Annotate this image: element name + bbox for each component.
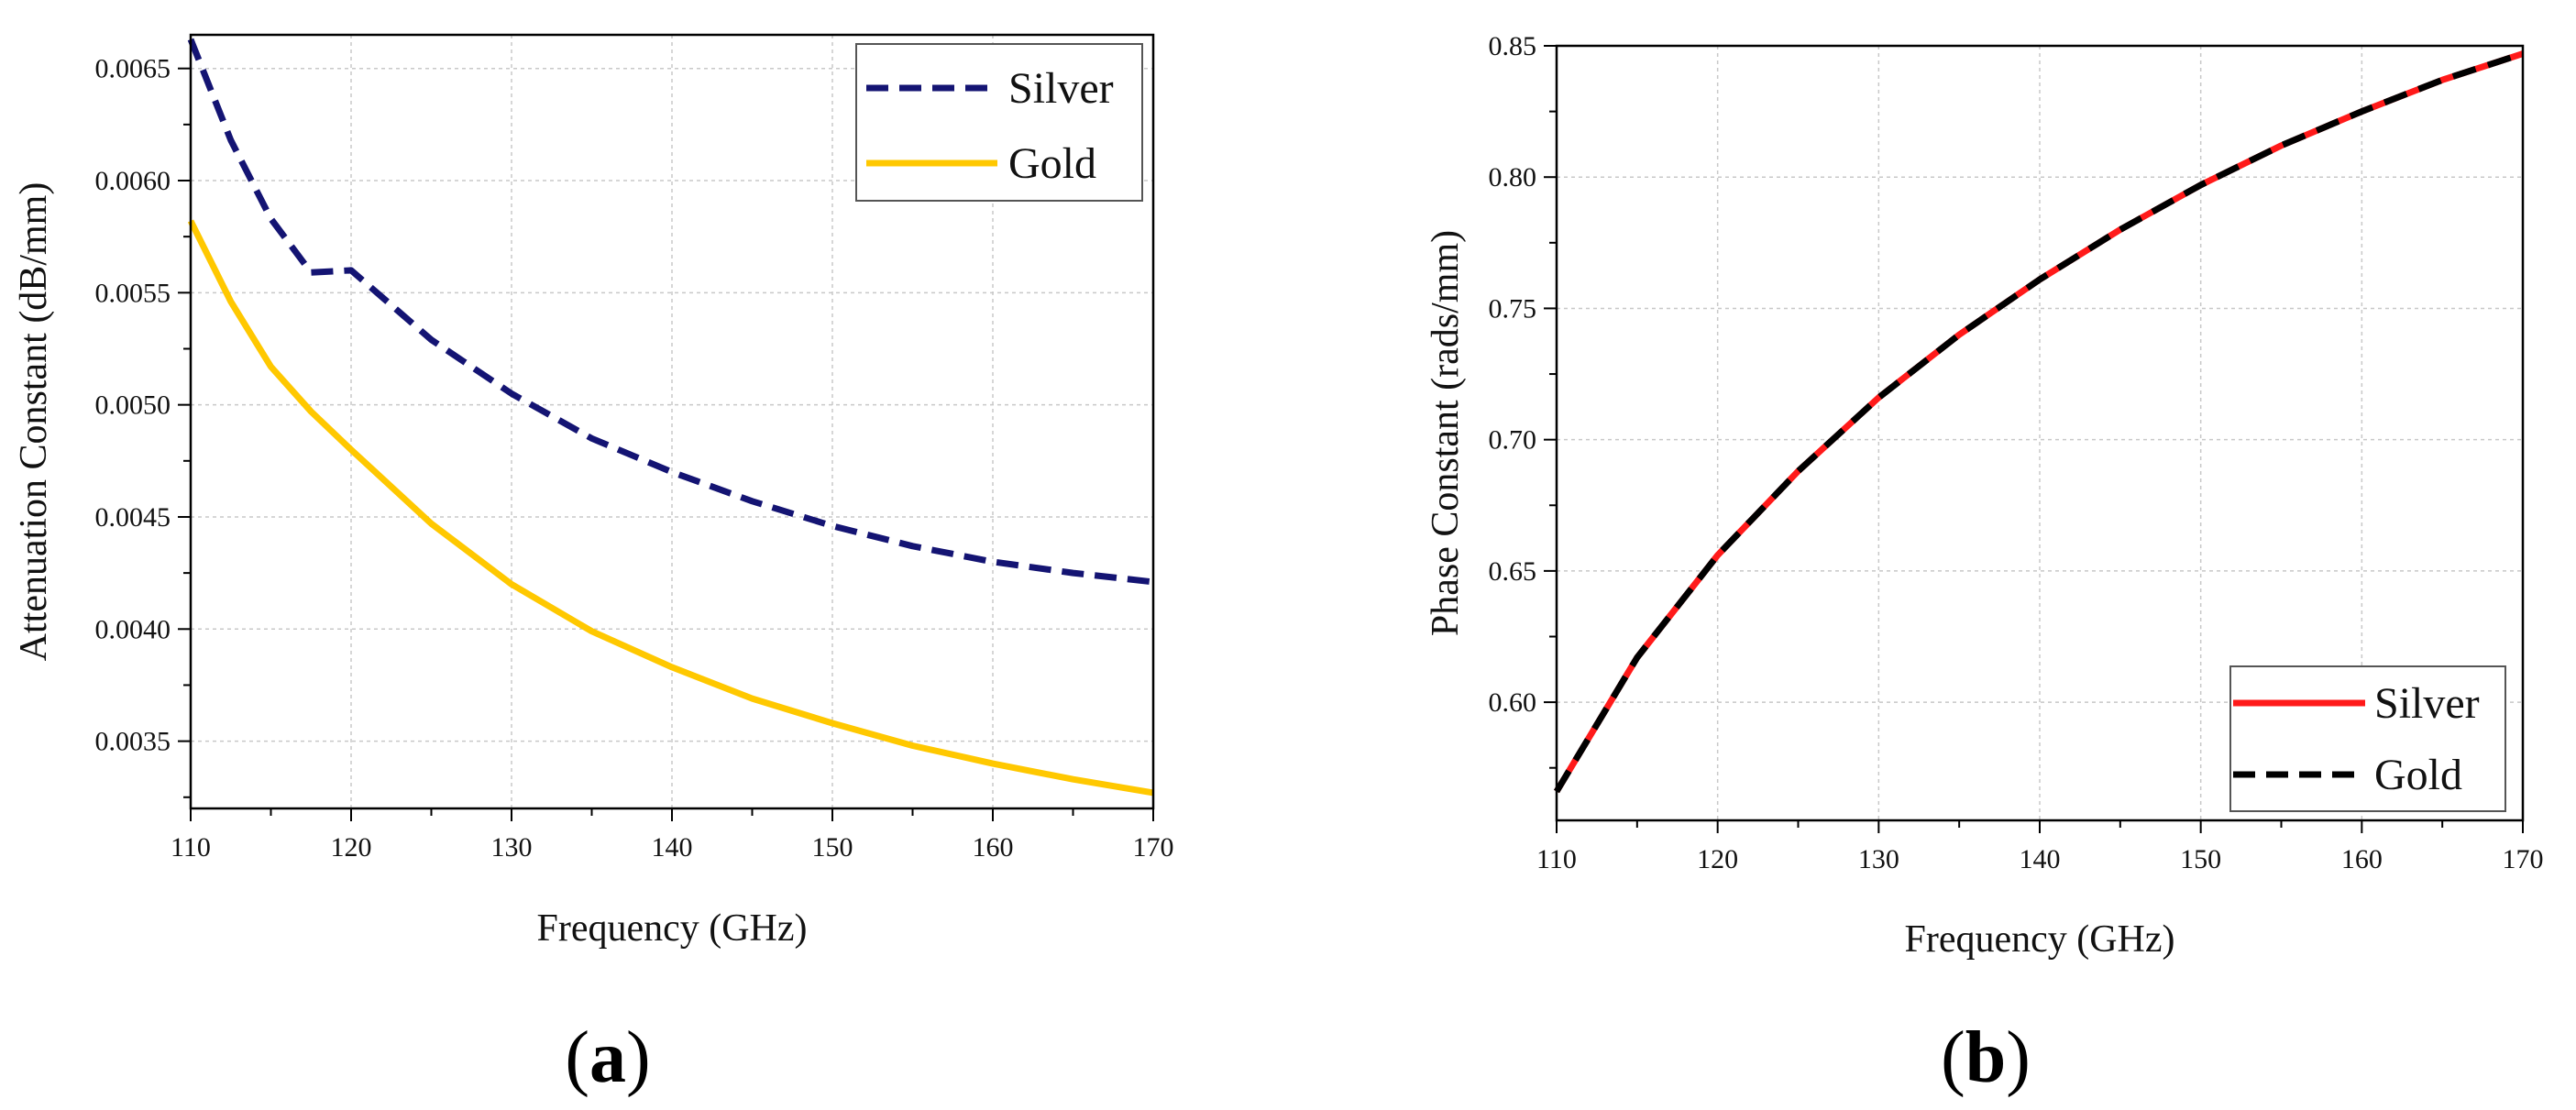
x-tick-label: 140 (652, 832, 693, 863)
panel-label-letter: a (589, 1017, 626, 1098)
y-axis-title: Phase Constant (rads/mm) (1425, 230, 1467, 636)
panel-a: 110 120 130 140 150 160 1700.00350.00400.00450… (13, 33, 1174, 1098)
y-tick-labels: 0.0035 0.0040 0.0045 0.0050 0.0055 0.0060 0.00… (95, 54, 171, 757)
panel-label-open: ( (1941, 1017, 1965, 1098)
x-tick-label: 160 (2341, 844, 2383, 874)
panel-label: (a) (565, 1017, 650, 1098)
panel-label: (b) (1941, 1017, 2031, 1098)
y-tick-label: 0.0045 (95, 502, 171, 533)
series-line-gold (1554, 50, 2525, 794)
series-line-silver (187, 38, 1154, 586)
x-tick-label: 130 (1858, 844, 1899, 874)
x-tick-label: 150 (2180, 844, 2221, 874)
panel-label-open: ( (565, 1017, 589, 1098)
panel-label-close: ) (626, 1017, 651, 1098)
y-tick-label: 0.75 (1489, 293, 1537, 324)
y-tick-label: 0.60 (1489, 687, 1537, 718)
y-tick-label: 0.0035 (95, 727, 171, 757)
legend-box (855, 43, 1143, 202)
x-axis-title: Frequency (GHz) (1904, 918, 2174, 961)
x-tick-label: 120 (331, 832, 372, 863)
x-tick-label: 110 (171, 832, 211, 863)
x-tick-label: 130 (491, 832, 533, 863)
x-tick-labels: 110 120 130 140 150 160 170 (1536, 844, 2543, 874)
x-axis-title: Frequency (GHz) (536, 907, 807, 950)
legend: Silver Gold (2229, 665, 2506, 812)
y-tick-label: 0.0040 (95, 614, 171, 644)
panel-label-letter: b (1965, 1017, 2007, 1098)
legend-label-gold: Gold (1008, 139, 1096, 188)
legend: Silver Gold (855, 43, 1143, 202)
x-tick-label: 170 (2503, 844, 2544, 874)
y-tick-label: 0.65 (1489, 556, 1537, 587)
x-tick-label: 120 (1697, 844, 1738, 874)
x-tick-label: 160 (973, 832, 1014, 863)
legend-label-silver: Silver (2374, 679, 2480, 728)
x-tick-label: 110 (1536, 844, 1577, 874)
x-tick-label: 170 (1133, 832, 1174, 863)
y-tick-label: 0.70 (1489, 425, 1537, 456)
legend-label-silver: Silver (1008, 64, 1114, 113)
y-tick-label: 0.0065 (95, 54, 171, 84)
y-tick-label: 0.85 (1489, 31, 1537, 61)
legend-box (2229, 665, 2506, 812)
series-line-gold (187, 219, 1154, 797)
legend-label-gold: Gold (2374, 751, 2462, 799)
x-tick-label: 140 (2020, 844, 2061, 874)
panel-label-close: ) (2006, 1017, 2031, 1098)
y-tick-labels: 0.60 0.65 0.70 0.75 0.80 0.85 (1489, 31, 1537, 718)
panel-b: 110 120 130 140 150 160 170 0.60 0.65 0.70 0.75 0.8… (1425, 31, 2544, 1098)
y-tick-label: 0.0060 (95, 166, 171, 196)
y-axis-title: Attenuation Constant (dB/mm) (13, 182, 55, 662)
y-tick-label: 0.0055 (95, 278, 171, 308)
y-tick-label: 0.0050 (95, 390, 171, 421)
x-tick-label: 150 (812, 832, 853, 863)
x-tick-labels: 110 120 130 140 150 160 170 (171, 832, 1173, 863)
y-tick-label: 0.80 (1489, 162, 1537, 192)
